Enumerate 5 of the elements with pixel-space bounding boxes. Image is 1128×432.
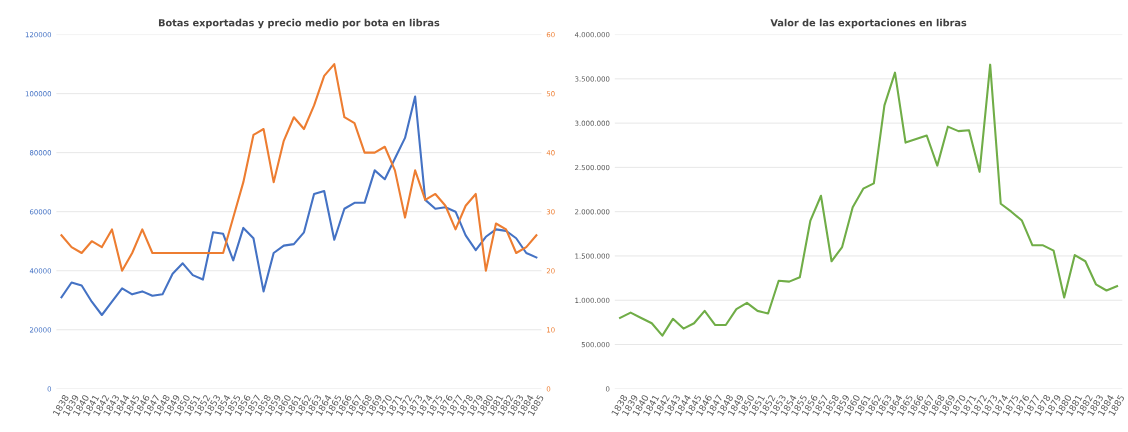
chart-title: Botas exportadas y precio medio por bota en libras xyxy=(158,18,440,29)
line-series xyxy=(619,63,1119,337)
line-series xyxy=(60,95,538,317)
line-series xyxy=(60,63,538,272)
chart-title: Valor de las exportaciones en libras xyxy=(770,18,967,29)
